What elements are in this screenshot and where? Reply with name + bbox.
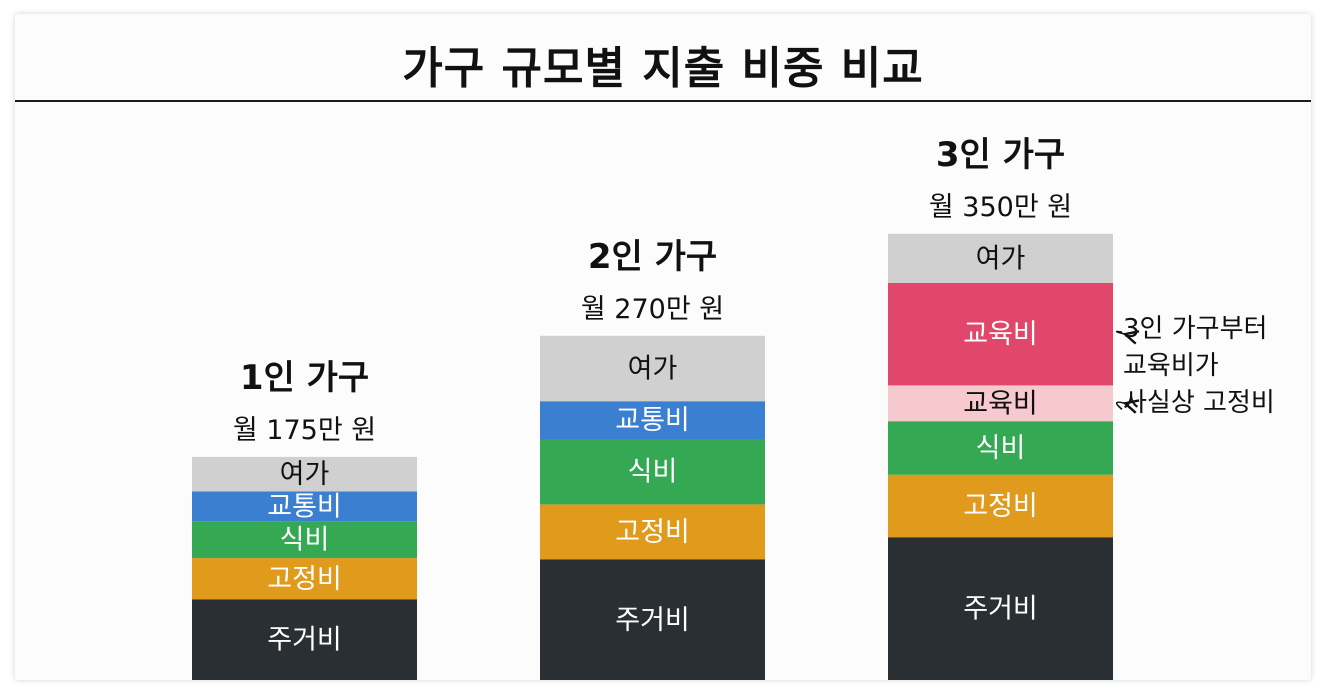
bar-segment bbox=[540, 439, 765, 505]
segment-label: 교통비 bbox=[615, 405, 690, 436]
chart-title: 가구 규모별 지출 비중 비교 bbox=[402, 43, 924, 94]
annotation-arrow bbox=[1115, 331, 1125, 334]
bar-segment bbox=[888, 421, 1113, 475]
bar-segment bbox=[192, 599, 417, 680]
annotation-line: 사실상 고정비 bbox=[1123, 388, 1275, 418]
annotation-arrows bbox=[1115, 331, 1125, 409]
bar-segment bbox=[888, 233, 1113, 283]
segment-label: 교육비 bbox=[963, 319, 1038, 350]
segment-label: 여가 bbox=[976, 243, 1026, 274]
bar-segment bbox=[192, 456, 417, 492]
column-category-label: 1인 가구 bbox=[240, 358, 369, 398]
annotation-note: 3인 가구부터 교육비가 사실상 고정비 bbox=[1123, 311, 1275, 422]
segment-label: 식비 bbox=[976, 433, 1026, 464]
segment-label: 주거비 bbox=[615, 605, 690, 636]
annotation-arrow bbox=[1115, 402, 1125, 409]
bar-segment bbox=[888, 537, 1113, 680]
column-total-label: 월 350만 원 bbox=[929, 192, 1072, 223]
bar-segment bbox=[540, 335, 765, 402]
segment-label: 여가 bbox=[628, 354, 678, 385]
segment-label: 고정비 bbox=[267, 564, 342, 595]
bar-segment bbox=[888, 282, 1113, 386]
annotation-line: 3인 가구부터 bbox=[1123, 314, 1268, 344]
bar-segment bbox=[192, 521, 417, 559]
segment-label: 주거비 bbox=[963, 594, 1038, 625]
bar-segment bbox=[888, 474, 1113, 538]
segment-label: 여가 bbox=[280, 459, 330, 490]
segment-label: 교통비 bbox=[267, 491, 342, 522]
bar-segment bbox=[540, 401, 765, 440]
title-divider bbox=[15, 100, 1311, 102]
column-total-label: 월 270만 원 bbox=[581, 294, 724, 325]
bar-segment bbox=[540, 559, 765, 680]
bar-segment bbox=[540, 504, 765, 560]
column-category-label: 2인 가구 bbox=[588, 237, 717, 277]
column-total-label: 월 175만 원 bbox=[233, 415, 376, 446]
segment-label: 고정비 bbox=[963, 491, 1038, 522]
segment-label: 고정비 bbox=[615, 517, 690, 548]
segment-label: 교육비 bbox=[963, 388, 1038, 419]
bar-segment bbox=[192, 491, 417, 522]
column-category-label: 3인 가구 bbox=[936, 135, 1065, 175]
segment-label: 식비 bbox=[280, 525, 330, 556]
bar-segment bbox=[888, 385, 1113, 422]
segment-label: 주거비 bbox=[267, 625, 342, 656]
segment-label: 식비 bbox=[628, 457, 678, 488]
bar-segment bbox=[192, 558, 417, 600]
annotation-line: 교육비가 bbox=[1123, 351, 1219, 381]
